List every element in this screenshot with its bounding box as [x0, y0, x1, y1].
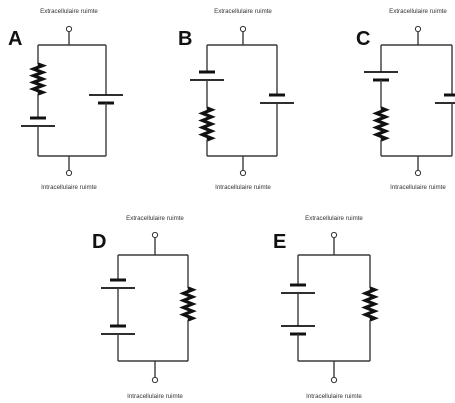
- extracellular-label: Extracellulaire ruimte: [305, 215, 363, 222]
- resistor: [372, 106, 390, 142]
- bottom-terminal-node: [151, 376, 159, 384]
- resistor: [361, 286, 379, 322]
- resistor-coil: [361, 286, 379, 322]
- battery-left: [21, 116, 55, 127]
- resistor: [198, 106, 216, 142]
- resistor-coil: [198, 106, 216, 142]
- circuit-panel-e: E Extracellulaire ruimte Intracellulaire r…: [273, 215, 379, 400]
- resistor-coil: [179, 286, 197, 322]
- bottom-terminal-node: [239, 169, 247, 177]
- top-terminal-node: [151, 231, 159, 239]
- top-terminal-node: [414, 25, 422, 33]
- circuit-panel-d: D Extracellulaire ruimte Intracellulaire r…: [92, 215, 197, 400]
- circuit-panel-c: C Extracellulaire ruimte Intracellulaire r…: [356, 8, 455, 191]
- extracellular-label: Extracellulaire ruimte: [40, 8, 98, 15]
- top-terminal-node: [239, 25, 247, 33]
- intracellular-label: Intracellulaire ruimte: [390, 184, 446, 191]
- resistor-coil: [28, 62, 48, 96]
- extracellular-label: Extracellulaire ruimte: [389, 8, 447, 15]
- battery-right: [89, 94, 123, 105]
- battery-left: [190, 70, 224, 81]
- battery-right: [435, 93, 455, 104]
- extracellular-label: Extracellulaire ruimte: [126, 215, 184, 222]
- bottom-terminal-node: [330, 376, 338, 384]
- bottom-terminal-node: [65, 169, 73, 177]
- bottom-terminal-node: [414, 169, 422, 177]
- battery-left-lower: [281, 325, 315, 336]
- panel-letter: D: [92, 231, 106, 253]
- battery-left-upper: [101, 278, 135, 289]
- battery-left: [364, 71, 398, 82]
- resistor: [179, 286, 197, 322]
- extracellular-label: Extracellulaire ruimte: [214, 8, 272, 15]
- panel-letter: C: [356, 28, 370, 50]
- intracellular-label: Intracellulaire ruimte: [41, 184, 97, 191]
- circuit-panel-b: B Extracellulaire ruimte Intracellulaire r…: [178, 8, 294, 191]
- resistor-coil: [372, 106, 390, 142]
- resistor: [28, 62, 48, 96]
- circuit-panels: A Extracellulaire ruimte Intracellulaire r…: [8, 8, 455, 400]
- intracellular-label: Intracellulaire ruimte: [215, 184, 271, 191]
- battery-left-lower: [101, 324, 135, 335]
- battery-right: [260, 93, 294, 104]
- top-terminal-node: [330, 231, 338, 239]
- intracellular-label: Intracellulaire ruimte: [306, 393, 362, 400]
- panel-letter: E: [273, 231, 286, 253]
- intracellular-label: Intracellulaire ruimte: [127, 393, 183, 400]
- battery-left-upper: [281, 283, 315, 294]
- panel-letter: A: [8, 28, 22, 50]
- circuit-panel-a: A Extracellulaire ruimte Intracellulaire r…: [8, 8, 123, 191]
- panel-letter: B: [178, 28, 192, 50]
- top-terminal-node: [65, 25, 73, 33]
